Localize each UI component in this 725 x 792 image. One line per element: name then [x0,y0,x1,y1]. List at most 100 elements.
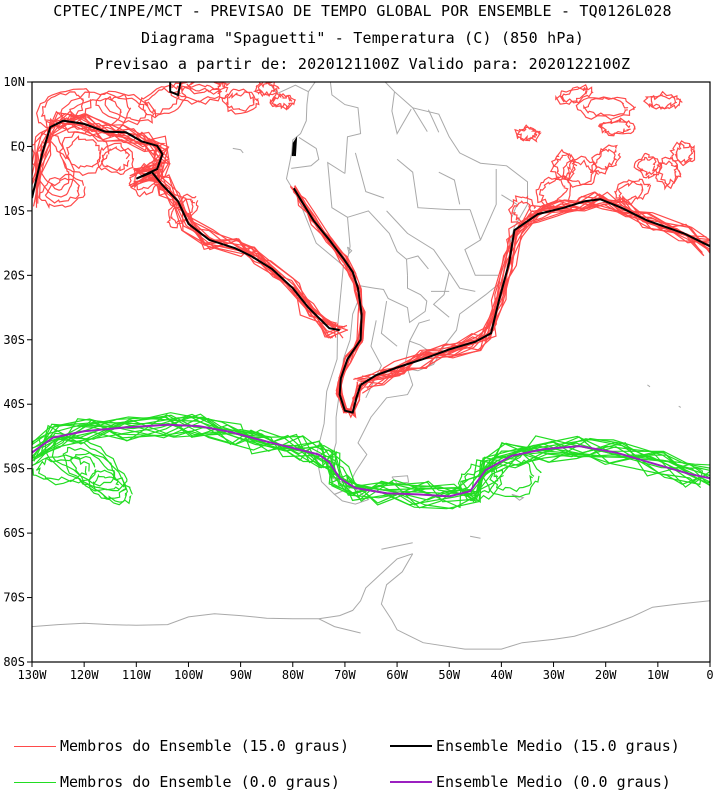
member-15-isotherm [169,198,196,225]
member-15-isotherm [36,140,70,191]
mean-15-isotherm [169,82,182,97]
lat-tick-label: 50S [3,462,25,476]
member-15-isotherm [360,196,710,388]
coastline-segment [32,553,413,628]
member-15-isotherm [59,129,110,177]
lat-tick-label: 30S [3,333,25,347]
member-0-isotherm [32,414,710,499]
member-15-isotherm [591,144,622,175]
member-0-isotherm [482,453,543,498]
member-15-isotherm [36,125,338,339]
member-0-isotherm [32,422,705,506]
member-15-isotherm [559,86,588,104]
lat-tick-label: 10N [3,75,25,89]
coastline-segment [248,11,277,47]
title-line-3: Previsao a partir de: 2020121100Z Valido… [94,55,631,73]
lon-tick-label: 30W [543,668,565,682]
member-15-isotherm [104,93,148,122]
lat-tick-label: EQ [11,139,25,153]
member-15-isotherm [358,195,710,380]
legend-member-0: Membros do Ensemble (0.0 graus) [14,773,340,791]
member-15-isotherm [269,92,297,111]
coastline-segment [427,109,440,133]
mean-15-isotherm [360,198,710,386]
coastline-segment [292,82,294,83]
member-0-isotherm [32,426,710,500]
lat-tick-label: 60S [3,526,25,540]
member-15-isotherm [133,164,160,191]
coastline-segment [381,542,413,550]
members-15-layer [32,82,710,419]
member-15-isotherm [100,146,131,172]
legend-label-mean-15: Ensemble Medio (15.0 graus) [436,737,680,755]
legend-swatch-member-0 [14,781,56,783]
member-15-isotherm [95,90,157,126]
member-15-isotherm [561,155,600,188]
member-15-isotherm [354,203,710,382]
mean-15-isotherm [291,136,298,157]
coastline-segment [380,553,710,650]
legend-swatch-member-15 [14,745,56,747]
mean-15-isotherm [292,187,363,414]
mean-0-isotherm [32,423,710,498]
member-15-isotherm [617,180,644,202]
title-line-1: CPTEC/INPE/MCT - PREVISAO DE TEMPO GLOBA… [53,2,672,20]
coastline-segment [333,486,370,505]
member-15-isotherm [583,96,629,117]
member-15-isotherm [507,195,537,228]
member-15-isotherm [166,193,199,229]
member-0-isotherm [92,473,129,503]
coastline-segment [347,246,353,255]
member-0-isotherm [51,438,116,487]
coastline-segment [404,319,431,363]
mean-15-isotherm [32,119,340,332]
member-15-isotherm [511,200,533,225]
coastline-segment [380,301,398,347]
member-15-isotherm [538,178,569,205]
lon-tick-label: 110W [122,668,152,682]
coastline-segment [232,147,244,154]
member-0-isotherm [32,454,97,486]
legend-member-15: Membros do Ensemble (15.0 graus) [14,737,349,755]
coastline-segment [291,136,320,169]
lon-tick-label: 0 [706,668,713,682]
coastline-segment [268,82,309,95]
coastline-segment [511,493,525,501]
coastline-segment [318,618,361,634]
member-15-isotherm [271,92,293,110]
member-15-isotherm [636,156,658,176]
lon-tick-label: 10W [647,668,669,682]
lon-tick-label: 120W [70,668,100,682]
member-15-isotherm [65,135,102,170]
coastline-segment [285,82,528,495]
coastline-segment [391,475,410,485]
member-0-isotherm [32,412,710,509]
member-15-isotherm [226,91,255,112]
member-15-isotherm [256,82,277,98]
member-15-isotherm [597,117,636,137]
member-15-isotherm [555,83,594,106]
coastline-segment [678,405,682,408]
member-0-isotherm [41,418,702,506]
legend-label-member-0: Membros do Ensemble (0.0 graus) [60,773,340,791]
coastline-segment [396,158,471,211]
member-0-isotherm [461,465,499,498]
lon-tick-label: 100W [174,668,204,682]
member-15-isotherm [366,191,710,389]
member-15-isotherm [32,110,336,335]
member-15-isotherm [96,142,135,176]
member-15-isotherm [361,197,704,394]
legend-mean-0: Ensemble Medio (0.0 graus) [390,773,671,791]
lat-tick-label: 10S [3,204,25,218]
member-15-isotherm [649,94,678,111]
lat-tick-label: 80S [3,655,25,669]
member-15-isotherm [32,113,340,331]
member-15-isotherm [40,91,85,123]
member-15-isotherm [674,142,694,164]
means-layer [32,82,710,498]
coastline-segment [438,171,461,205]
member-0-isotherm [36,415,710,504]
lon-tick-label: 80W [282,668,304,682]
legend-mean-15: Ensemble Medio (15.0 graus) [390,737,680,755]
